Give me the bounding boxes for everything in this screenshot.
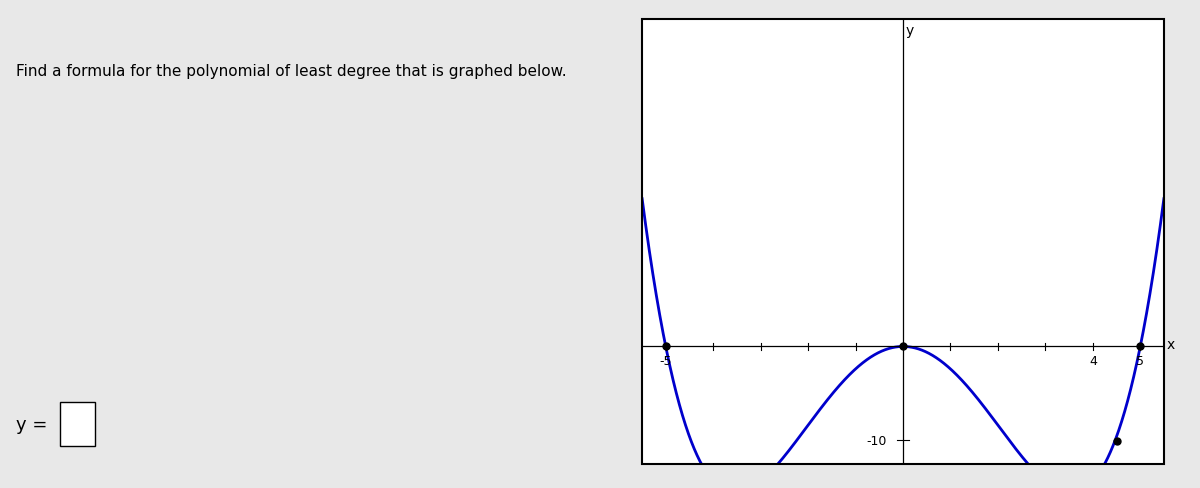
Text: 4: 4: [1088, 354, 1097, 367]
Text: y =: y =: [16, 416, 47, 433]
Text: -5: -5: [660, 354, 672, 367]
Text: -10: -10: [866, 434, 887, 447]
Text: x: x: [1166, 337, 1175, 351]
Text: 5: 5: [1136, 354, 1145, 367]
FancyBboxPatch shape: [60, 403, 96, 447]
Text: Find a formula for the polynomial of least degree that is graphed below.: Find a formula for the polynomial of lea…: [16, 63, 566, 79]
Text: y: y: [906, 24, 914, 38]
